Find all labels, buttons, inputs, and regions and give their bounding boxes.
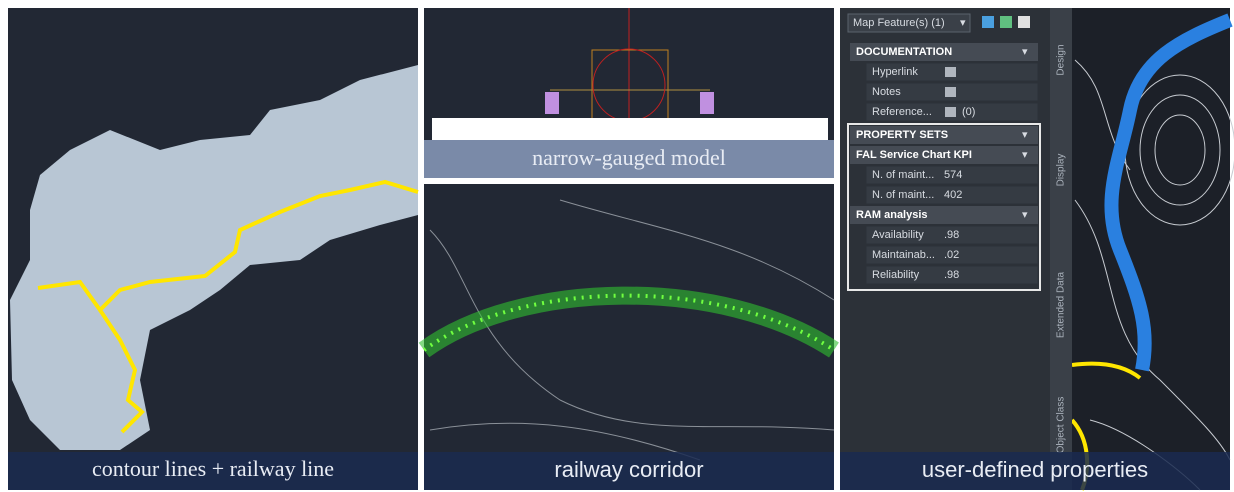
row-label: Availability [872,229,924,241]
corridor-track [422,293,836,352]
row [865,165,1039,185]
terrain [10,65,418,450]
tab-strip [1050,8,1072,490]
collapse-arrow: ▾ [1022,46,1028,58]
dropdown-arrow: ▾ [960,17,966,29]
row [865,225,1039,245]
rail [700,92,714,114]
selector-box[interactable] [847,13,971,33]
row-value: (0) [962,106,975,118]
tab[interactable]: Object Class [1056,397,1067,454]
caption-bar [840,452,1230,490]
contour [429,422,701,461]
row-icon[interactable] [945,87,956,97]
collapse-arrow: ▾ [1022,209,1028,221]
toolbar-icon[interactable] [1018,16,1030,28]
rail [545,92,559,114]
railway-branch [98,308,145,434]
section-title: DOCUMENTATION [856,46,952,58]
tab[interactable]: Design [1056,44,1067,75]
collapse-arrow: ▾ [1022,149,1028,161]
row-icon[interactable] [945,67,956,77]
toolbar-icon[interactable] [1000,16,1012,28]
selector: Map Feature(s) (1) [853,17,945,29]
caption: narrow-gauged model [532,145,726,170]
row-label: N. of maint... [872,169,934,181]
section-header [850,146,1038,164]
river [1104,13,1233,372]
tab[interactable]: Display [1056,154,1067,187]
caption-bar [424,452,834,490]
row-value: .02 [944,249,959,261]
row-value: 574 [944,169,962,181]
row [865,185,1039,205]
row [865,245,1039,265]
caption-bar [8,452,418,490]
tab[interactable]: Extended Data [1056,271,1067,338]
caption: railway corridor [554,457,703,482]
section-title: FAL Service Chart KPI [856,149,972,161]
collapse-arrow: ▾ [1022,129,1028,141]
caption: user-defined properties [922,457,1148,482]
section-title: PROPERTY SETS [856,129,948,141]
row-label: Reliability [872,269,920,281]
contour [559,199,835,301]
row-value: .98 [944,229,959,241]
panel-corridor [424,184,834,490]
map-view [1072,8,1230,490]
row-value: .98 [944,269,959,281]
caption-bar [424,140,834,178]
caption: contour lines + railway line [92,456,334,481]
row [865,265,1039,285]
row-label: N. of maint... [872,189,934,201]
row-label: Maintainab... [872,249,935,261]
sleeper [432,118,828,140]
row-label: Notes [872,86,901,98]
highlight-box [847,123,1041,291]
section-title: RAM analysis [856,209,928,221]
row-label: Reference... [872,106,932,118]
row-label: Hyperlink [872,66,918,78]
section-header [850,126,1038,144]
section-header [850,43,1038,61]
row-value: 402 [944,189,962,201]
section-header [850,206,1038,224]
row-icon[interactable] [945,107,956,117]
contour [429,229,835,431]
toolbar-icon[interactable] [982,16,994,28]
